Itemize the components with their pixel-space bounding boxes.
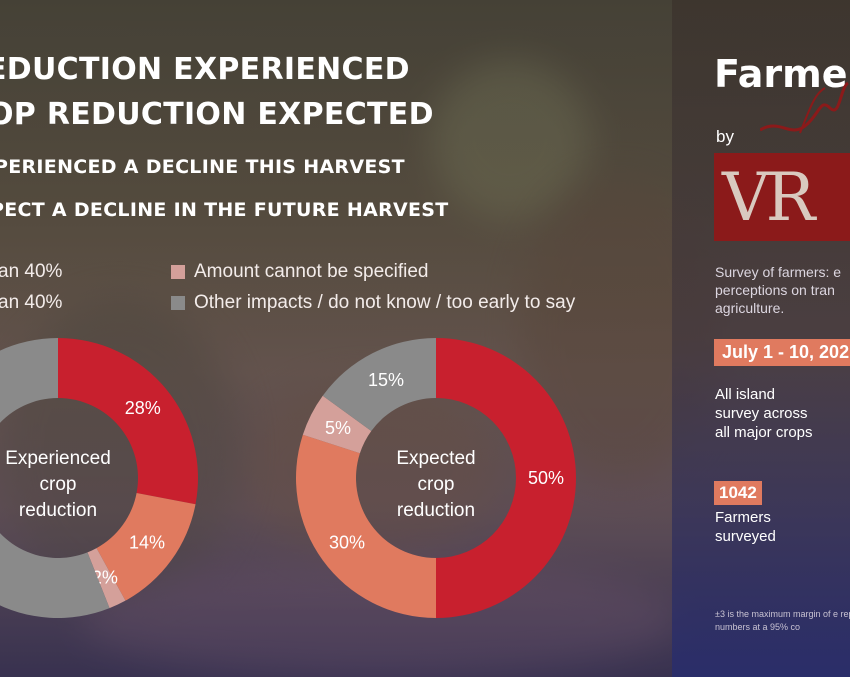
legend-label-4: Other impacts / do not know / too early … — [194, 292, 576, 313]
donut-slice — [0, 338, 110, 618]
donut-center-label: crop — [40, 474, 77, 495]
date-badge: July 1 - 10, 2021 — [714, 339, 850, 366]
legend-swatch-3 — [171, 265, 185, 279]
donut-center-label: reduction — [397, 500, 475, 521]
slice-label: 50% — [528, 468, 564, 488]
info-panel — [672, 0, 850, 677]
heading-expected: OP REDUCTION EXPECTED — [0, 97, 434, 132]
farmer-count-label: Farmers surveyed — [715, 509, 776, 545]
donut-chart-2: 50% 30% 5% 15% Expected crop reduction — [295, 338, 576, 618]
legend-item-4: Other impacts / do not know / too early … — [171, 292, 575, 314]
margin-of-error-note: ±3 is the maximum margin of e reported n… — [715, 609, 850, 632]
slice-label: 14% — [129, 533, 165, 553]
slice-label: 28% — [125, 398, 161, 418]
legend-item-2: an 40% — [0, 292, 62, 314]
donut-slice — [322, 338, 436, 431]
slice-label: 5% — [325, 418, 351, 438]
legend-label-2: an 40% — [0, 292, 63, 313]
survey-scope: All island survey across all major crops — [715, 386, 813, 441]
slice-label: 30% — [329, 533, 365, 553]
legend-item-1: an 40% — [0, 261, 62, 283]
donut-charts: 28%14%2%Experiencedcropreduction50%30%5%… — [0, 338, 576, 618]
survey-description: Survey of farmers: e perceptions on tran… — [715, 264, 842, 316]
donut-center-label: Experienced — [5, 448, 111, 469]
heading-experienced: EDUCTION EXPERIENCED — [0, 52, 410, 87]
logo-text: VR — [722, 159, 815, 236]
farmer-count-badge: 1042 — [714, 481, 762, 505]
donut-center-label: crop — [418, 474, 455, 495]
donut-slice — [302, 395, 372, 454]
subheading-experienced: PERIENCED A DECLINE THIS HARVEST — [0, 156, 405, 178]
legend-label-1: an 40% — [0, 261, 63, 282]
organization-logo: VR — [714, 153, 850, 241]
donut-center-label: Expected — [396, 448, 475, 469]
slice-label: 15% — [368, 370, 404, 390]
donut-slice — [58, 338, 199, 505]
donut-center-label: reduction — [19, 500, 97, 521]
legend-item-3: Amount cannot be specified — [171, 261, 429, 283]
brand-swirl-icon — [760, 81, 850, 134]
donut-slice — [96, 492, 196, 601]
by-label: by — [716, 127, 734, 146]
subheading-expected: PECT A DECLINE IN THE FUTURE HARVEST — [0, 199, 449, 221]
legend-label-3: Amount cannot be specified — [194, 261, 429, 282]
donut-slice — [436, 338, 576, 618]
legend-swatch-4 — [171, 296, 185, 310]
donut-slice — [87, 548, 126, 609]
donut-slice — [295, 434, 436, 618]
